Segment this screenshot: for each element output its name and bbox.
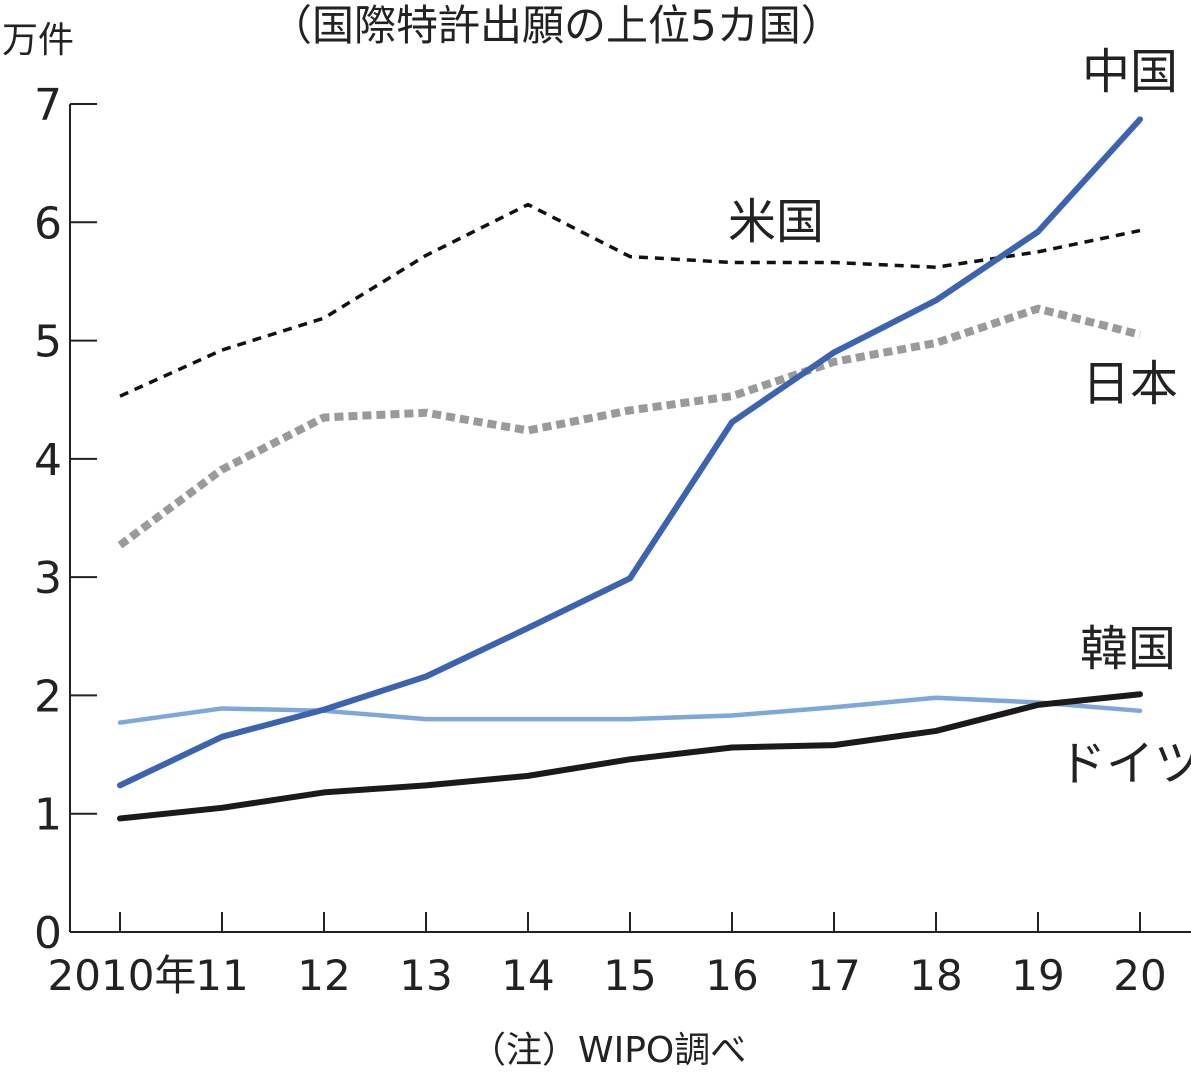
- x-tick-label: 19: [1011, 951, 1064, 1000]
- chart-title: （国際特許出願の上位5カ国）: [270, 1, 843, 50]
- series-label: 日本: [1082, 356, 1178, 412]
- y-tick-label: 3: [34, 553, 62, 604]
- x-tick-label: 13: [399, 951, 452, 1000]
- source-note: （注）WIPO調べ: [470, 1030, 746, 1071]
- series-line: [117, 304, 1141, 549]
- x-tick-label: 16: [705, 951, 758, 1000]
- y-tick-label: 5: [34, 317, 62, 368]
- y-tick-label: 0: [34, 908, 62, 959]
- series-line: [117, 691, 1143, 822]
- series-label: 米国: [728, 194, 824, 250]
- y-tick-label: 1: [34, 790, 62, 841]
- x-tick-label: 17: [807, 951, 860, 1000]
- x-tick-label: 15: [603, 951, 656, 1000]
- series-label: 韓国: [1080, 621, 1176, 677]
- series-label: 中国: [1082, 44, 1178, 100]
- x-tick-label: 12: [297, 951, 350, 1000]
- x-tick-label: 18: [909, 951, 962, 1000]
- series-line: [117, 116, 1143, 789]
- x-tick-label: 2010年: [48, 951, 197, 1000]
- series-line: [119, 202, 1141, 398]
- y-tick-label: 7: [34, 80, 62, 131]
- x-tick-label: 20: [1113, 951, 1166, 1000]
- x-tick-label: 11: [195, 951, 248, 1000]
- series-label: ドイツ: [1058, 736, 1191, 792]
- x-tick-label: 14: [501, 951, 554, 1000]
- y-tick-label: 4: [34, 435, 62, 486]
- y-tick-label: 6: [34, 198, 62, 249]
- y-tick-label: 2: [34, 671, 62, 722]
- y-axis-unit: 万件: [2, 20, 74, 61]
